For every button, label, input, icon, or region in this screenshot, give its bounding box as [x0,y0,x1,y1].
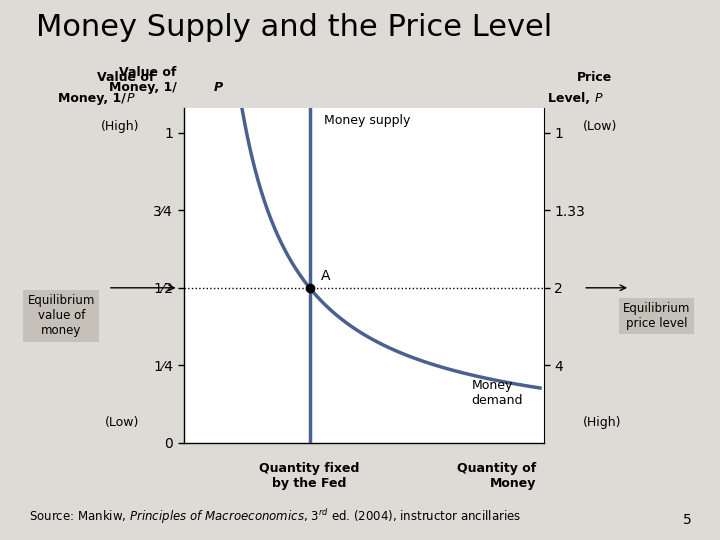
Text: Quantity of
Money: Quantity of Money [457,462,536,490]
Text: (High): (High) [101,120,139,133]
Text: $\mathit{P}$: $\mathit{P}$ [594,92,603,105]
Text: P: P [179,82,222,94]
Text: Source: Mankiw, $\it{Principles\ of\ Macroeconomics}$, 3$^{rd}$ ed. (2004), inst: Source: Mankiw, $\it{Principles\ of\ Mac… [29,508,521,526]
Text: 5: 5 [683,512,691,526]
Text: (Low): (Low) [583,120,618,133]
Text: A: A [320,269,330,283]
Text: Value of
Money, 1/: Value of Money, 1/ [109,66,176,94]
Text: Money, 1/: Money, 1/ [58,92,126,105]
Text: Equilibrium
price level: Equilibrium price level [623,302,690,330]
Text: Level,: Level, [548,92,594,105]
Text: Value of: Value of [97,71,155,84]
Text: (Low): (Low) [104,416,139,429]
Text: $\mathit{P}$: $\mathit{P}$ [126,92,135,105]
Text: Quantity fixed
by the Fed: Quantity fixed by the Fed [259,462,360,490]
Text: Money Supply and the Price Level: Money Supply and the Price Level [36,14,552,43]
Text: Money supply: Money supply [324,114,410,127]
Text: (High): (High) [583,416,621,429]
Text: Price: Price [577,71,611,84]
Text: Money
demand: Money demand [472,379,523,407]
Text: Equilibrium
value of
money: Equilibrium value of money [27,294,95,338]
